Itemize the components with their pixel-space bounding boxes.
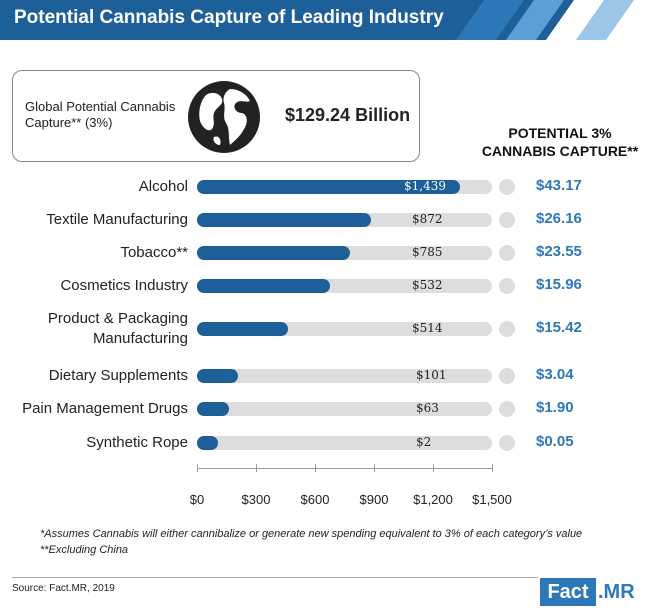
- capture-value: $15.42: [536, 319, 582, 336]
- bar-value-label: $532: [412, 278, 443, 292]
- category-label: Dietary Supplements: [48, 367, 188, 384]
- footnote-exclusion: **Excluding China: [40, 544, 129, 556]
- x-tick-label: $1,500: [472, 492, 512, 507]
- x-tick-label: $1,200: [413, 492, 453, 507]
- capture-value: $23.55: [536, 243, 582, 260]
- data-bar: [197, 322, 288, 336]
- category-label: Alcohol: [138, 178, 188, 195]
- track-end-dot: [499, 278, 515, 294]
- track-end-dot: [499, 179, 515, 195]
- x-tick-label: $0: [189, 492, 205, 507]
- source-text: Source: Fact.MR, 2019: [12, 583, 115, 594]
- data-bar: [197, 213, 371, 227]
- category-label: Pain Management Drugs: [22, 400, 188, 417]
- data-bar: [197, 246, 350, 260]
- capture-column-title: POTENTIAL 3% CANNABIS CAPTURE**: [481, 125, 639, 159]
- factmr-logo: Fact .MR: [540, 578, 638, 606]
- x-tick-label: $600: [300, 492, 330, 507]
- capture-value: $0.05: [536, 433, 574, 450]
- x-tick-mark: [374, 464, 375, 472]
- global-capture-box: Global Potential Cannabis Capture** (3%)…: [12, 70, 420, 162]
- bar-value-label: $785: [412, 245, 443, 259]
- bar-value-label: $514: [412, 321, 443, 335]
- bar-value-label: $2: [416, 435, 432, 449]
- data-bar: [197, 402, 229, 416]
- x-tick-mark: [492, 464, 493, 472]
- x-tick-mark: [197, 464, 198, 472]
- globe-icon: [188, 81, 260, 153]
- header-banner: Potential Cannabis Capture of Leading In…: [0, 0, 650, 40]
- track-end-dot: [499, 368, 515, 384]
- data-bar: [197, 369, 238, 383]
- footnote-assumption: *Assumes Cannabis will either cannibaliz…: [40, 528, 583, 540]
- capture-value: $1.90: [536, 399, 574, 416]
- category-label: Textile Manufacturing: [46, 211, 188, 228]
- data-bar: [197, 436, 218, 450]
- x-tick-label: $300: [241, 492, 271, 507]
- x-tick-mark: [315, 464, 316, 472]
- data-bar: [197, 279, 330, 293]
- track-end-dot: [499, 435, 515, 451]
- bar-value-label: $63: [416, 401, 439, 415]
- data-bar: [197, 180, 460, 194]
- track-end-dot: [499, 401, 515, 417]
- x-tick-mark: [433, 464, 434, 472]
- x-tick-mark: [256, 464, 257, 472]
- bar-value-label: $101: [416, 368, 447, 382]
- bar-track: [197, 369, 492, 383]
- x-axis-line: [197, 468, 492, 469]
- track-end-dot: [499, 321, 515, 337]
- logo-mr-text: .MR: [598, 581, 635, 603]
- bar-track: [197, 436, 492, 450]
- global-capture-label: Global Potential Cannabis Capture** (3%): [25, 99, 176, 130]
- bar-track: [197, 402, 492, 416]
- page-title: Potential Cannabis Capture of Leading In…: [14, 7, 444, 28]
- category-label: Synthetic Rope: [86, 434, 188, 451]
- track-end-dot: [499, 212, 515, 228]
- capture-value: $26.16: [536, 210, 582, 227]
- global-capture-value: $129.24 Billion: [285, 105, 411, 125]
- capture-value: $43.17: [536, 177, 582, 194]
- bar-value-label: $1,439: [404, 179, 446, 193]
- category-label: Cosmetics Industry: [60, 277, 188, 294]
- x-tick-label: $900: [359, 492, 389, 507]
- divider: [12, 577, 538, 578]
- track-end-dot: [499, 245, 515, 261]
- category-label: Tobacco**: [120, 244, 188, 261]
- logo-fact-text: Fact: [540, 578, 596, 606]
- category-label: Product & Packaging Manufacturing: [47, 310, 188, 347]
- capture-value: $3.04: [536, 366, 574, 383]
- capture-value: $15.96: [536, 276, 582, 293]
- bar-value-label: $872: [412, 212, 443, 226]
